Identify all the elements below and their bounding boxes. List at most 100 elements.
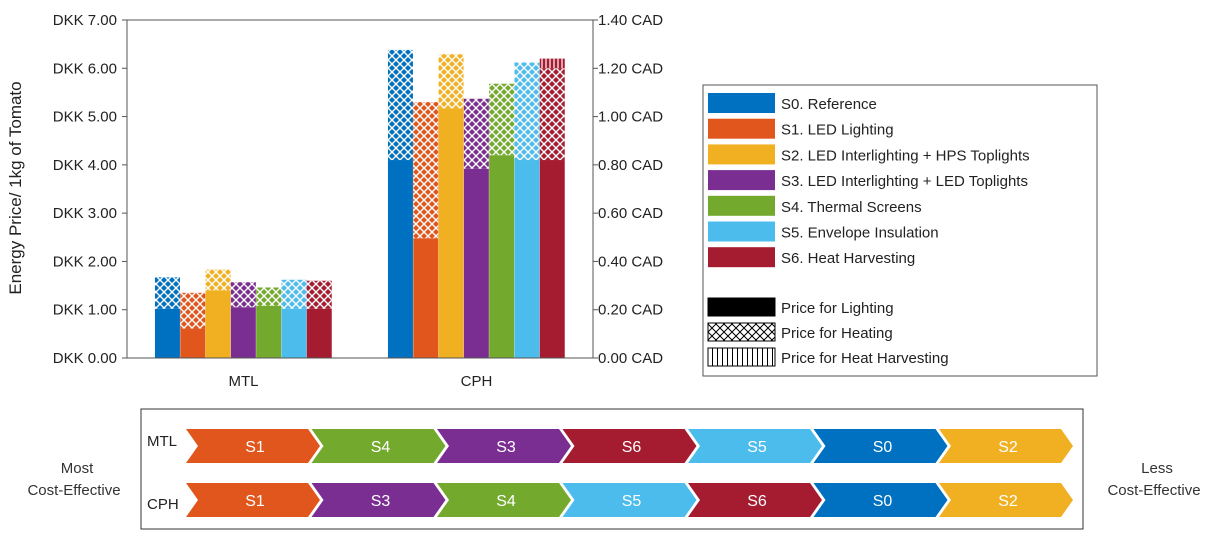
y-tick-left-label: DKK 4.00 xyxy=(53,157,117,174)
ranking-chevron-label: S4 xyxy=(371,439,391,456)
y-tick-right-label: 0.20 CAD xyxy=(598,302,663,319)
legend-label-s1: S1. LED Lighting xyxy=(781,122,894,139)
most-label-line1: Most xyxy=(61,460,94,477)
bar-heating-CPH-s5 xyxy=(514,62,540,161)
bar-heating-CPH-s3 xyxy=(463,98,489,169)
y-tick-right-label: 1.20 CAD xyxy=(598,60,663,77)
bar-heating-MTL-s3 xyxy=(230,282,256,308)
bar-lighting-MTL-s4 xyxy=(256,305,282,358)
y-tick-left-label: DKK 2.00 xyxy=(53,253,117,270)
y-tick-left-label: DKK 0.00 xyxy=(53,350,117,367)
y-tick-right-label: 0.60 CAD xyxy=(598,205,663,222)
ranking-row-label-CPH: CPH xyxy=(147,496,179,513)
most-label-line2: Cost-Effective xyxy=(27,482,120,499)
bar-lighting-CPH-s5 xyxy=(514,160,540,358)
x-tick-label-CPH: CPH xyxy=(461,373,493,390)
bar-heating-CPH-s4 xyxy=(489,83,515,156)
legend-pattern-label-2: Price for Heat Harvesting xyxy=(781,350,949,367)
ranking-chevron-label: S3 xyxy=(371,493,391,510)
y-tick-left-label: DKK 5.00 xyxy=(53,109,117,126)
legend-label-s6: S6. Heat Harvesting xyxy=(781,250,915,267)
y-axis-title: Energy Price/ 1kg of Tomato xyxy=(6,81,25,294)
legend-swatch-s0 xyxy=(708,93,775,113)
legend-swatch-s3 xyxy=(708,170,775,191)
ranking-chevron-label: S5 xyxy=(622,493,642,510)
ranking-chevron-MTL-S5 xyxy=(688,429,822,463)
legend: S0. Reference S1. LED Lighting S2. LED Int… xyxy=(702,84,1098,377)
bar-heating-MTL-s4 xyxy=(256,287,282,306)
ranking-chevron-CPH-S1 xyxy=(186,483,320,517)
ranking-chevron-label: S1 xyxy=(245,493,265,510)
ranking-chevron-label: S0 xyxy=(873,439,893,456)
y-tick-right-label: 1.40 CAD xyxy=(598,12,663,29)
legend-label-s2: S2. LED Interlighting + HPS Toplights xyxy=(781,147,1030,164)
legend-pattern-label-1: Price for Heating xyxy=(781,325,893,342)
legend-pattern-swatch-1 xyxy=(707,322,776,342)
y-tick-right-label: 0.00 CAD xyxy=(598,350,663,367)
ranking-chevron-label: S5 xyxy=(747,439,767,456)
y-tick-right-label: 1.00 CAD xyxy=(598,109,663,126)
ranking-row-label-MTL: MTL xyxy=(147,433,177,450)
ranking-chevron-label: S6 xyxy=(622,439,642,456)
ranking-chevron-MTL-S0 xyxy=(813,429,948,463)
legend-swatch-s1 xyxy=(708,118,775,139)
legend-label-s4: S4. Thermal Screens xyxy=(781,199,922,216)
bar-lighting-MTL-s0 xyxy=(154,308,180,358)
bar-heating-MTL-s0 xyxy=(154,277,180,309)
ranking-chevron-CPH-S0 xyxy=(813,483,948,517)
legend-swatch-s6 xyxy=(708,247,775,268)
plot-area: DKK 0.00 DKK 1.00 DKK 2.00 DKK 3.00 DKK 4.00… xyxy=(53,12,663,390)
bar-lighting-CPH-s2 xyxy=(438,108,464,358)
bar-heating-CPH-s1 xyxy=(413,102,439,239)
y-tick-left-label: DKK 3.00 xyxy=(53,205,117,222)
y-tick-left-label: DKK 6.00 xyxy=(53,60,117,77)
bar-heating-MTL-s2 xyxy=(205,269,231,291)
legend-label-s0: S0. Reference xyxy=(781,96,877,113)
legend-label-s3: S3. LED Interlighting + LED Toplights xyxy=(781,173,1028,190)
ranking-chevron-MTL-S1 xyxy=(186,429,320,463)
ranking-chevron-label: S0 xyxy=(873,493,893,510)
ranking-chevron-MTL-S6 xyxy=(562,429,697,463)
ranking-chevron-CPH-S5 xyxy=(562,483,697,517)
bar-lighting-MTL-s5 xyxy=(281,308,307,358)
bar-lighting-CPH-s4 xyxy=(489,155,515,358)
bar-heating-CPH-s6 xyxy=(539,68,565,161)
legend-pattern-swatch-2 xyxy=(707,347,776,367)
bar-heating-MTL-s6 xyxy=(306,280,332,309)
ranking-panel: Most Cost-Effective Less Cost-Effective … xyxy=(27,408,1201,530)
ranking-chevron-label: S6 xyxy=(747,493,767,510)
y-tick-right-label: 0.40 CAD xyxy=(598,253,663,270)
bar-lighting-MTL-s6 xyxy=(306,308,332,358)
ranking-chevron-CPH-S4 xyxy=(437,483,571,517)
ranking-chevron-MTL-S3 xyxy=(437,429,571,463)
x-tick-label-MTL: MTL xyxy=(229,373,259,390)
legend-swatch-s2 xyxy=(708,144,775,165)
less-label-line2: Cost-Effective xyxy=(1107,482,1200,499)
legend-label-s5: S5. Envelope Insulation xyxy=(781,225,939,242)
ranking-chevron-label: S3 xyxy=(496,439,516,456)
bar-lighting-MTL-s3 xyxy=(230,307,256,358)
bar-lighting-MTL-s2 xyxy=(205,290,231,358)
bar-heating-CPH-s2 xyxy=(438,54,464,109)
ranking-chevron-label: S4 xyxy=(496,493,516,510)
ranking-frame xyxy=(140,408,1084,530)
bar-lighting-CPH-s3 xyxy=(463,168,489,358)
bar-heating-MTL-s1 xyxy=(180,292,206,329)
ranking-chevron-MTL-S4 xyxy=(311,429,446,463)
bar-lighting-CPH-s6 xyxy=(539,160,565,358)
ranking-chevron-CPH-S2 xyxy=(939,483,1073,517)
less-label-line1: Less xyxy=(1141,460,1173,477)
ranking-chevron-CPH-S6 xyxy=(688,483,822,517)
bar-lighting-CPH-s0 xyxy=(387,160,413,358)
ranking-chevron-CPH-S3 xyxy=(311,483,446,517)
ranking-chevron-label: S2 xyxy=(998,493,1018,510)
legend-swatch-s5 xyxy=(708,221,775,242)
bar-lighting-MTL-s1 xyxy=(180,328,206,358)
bar-layer: MTL CPH xyxy=(154,49,565,390)
y-tick-left-label: DKK 7.00 xyxy=(53,12,117,29)
bar-harvest-CPH-s6 xyxy=(539,58,565,69)
tick-layer: DKK 0.00 DKK 1.00 DKK 2.00 DKK 3.00 DKK 4.00… xyxy=(53,12,663,367)
bar-lighting-CPH-s1 xyxy=(413,238,439,358)
legend-pattern-label-0: Price for Lighting xyxy=(781,300,894,317)
